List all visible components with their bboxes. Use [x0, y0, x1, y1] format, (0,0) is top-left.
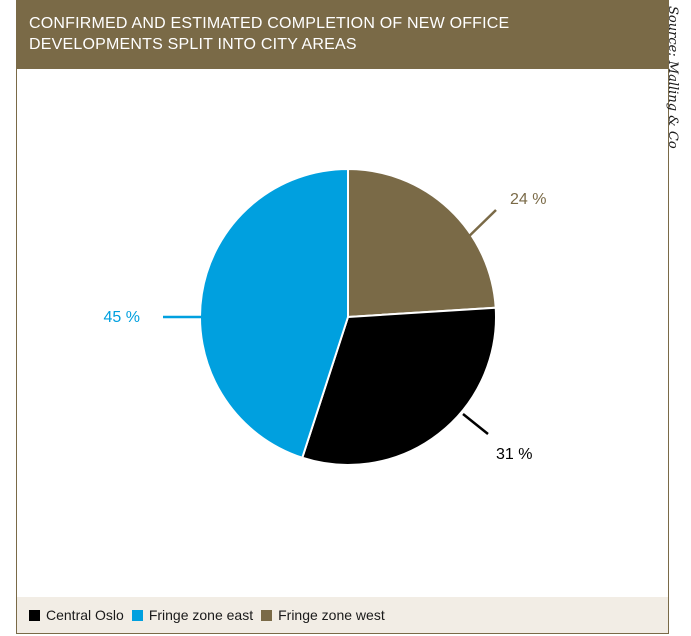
legend-label-central-oslo: Central Oslo [46, 607, 124, 623]
legend-label-fringe-east: Fringe zone east [148, 607, 254, 623]
data-label-fringe-zone-west: 24 % [510, 191, 546, 208]
legend: Central Oslo Fringe zone east Fringe zon… [17, 597, 668, 633]
chart-title-line-2: DEVELOPMENTS SPLIT INTO CITY AREAS [29, 36, 357, 53]
pie-chart: 24 % 31 % 45 % [104, 167, 546, 466]
legend-swatch-fringe-east [131, 609, 143, 621]
chart-header: CONFIRMED AND ESTIMATED COMPLETION OF NE… [17, 0, 668, 69]
leader-line-central-oslo [462, 413, 489, 435]
chart-title-line-1: CONFIRMED AND ESTIMATED COMPLETION OF NE… [29, 15, 510, 32]
pie-slice-central-oslo [301, 306, 497, 466]
legend-swatch-fringe-west [261, 609, 273, 621]
pie-slice-fringe-zone-west [347, 167, 497, 319]
legend-label-fringe-west: Fringe zone west [278, 607, 385, 623]
data-label-central-oslo: 31 % [496, 446, 532, 463]
data-label-fringe-zone-east: 45 % [104, 309, 140, 326]
legend-item-fringe-east: Fringe zone east [131, 607, 254, 623]
source-note: Source: Malling & Co [665, 6, 680, 149]
leader-line-fringe-zone-west [459, 209, 497, 246]
legend-item-central-oslo: Central Oslo [29, 607, 124, 623]
chart-frame: CONFIRMED AND ESTIMATED COMPLETION OF NE… [16, 0, 669, 634]
pie-slice-fringe-zone-east [199, 167, 349, 460]
legend-item-fringe-west: Fringe zone west [261, 607, 385, 623]
legend-swatch-central-oslo [29, 609, 40, 621]
